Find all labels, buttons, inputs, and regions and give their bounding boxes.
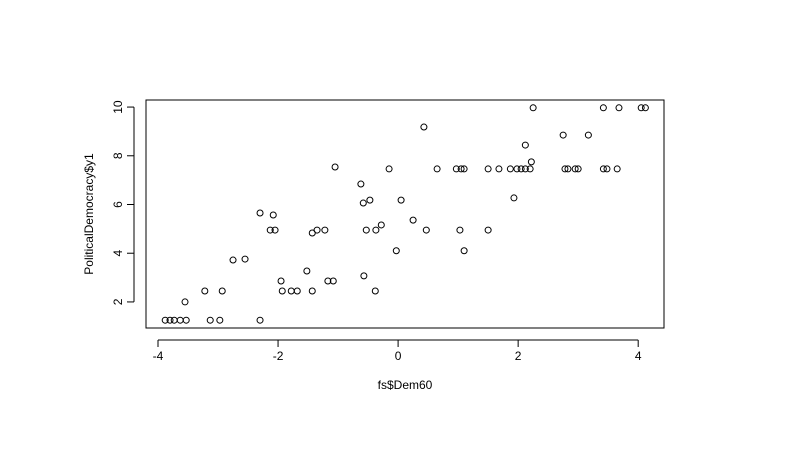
x-axis-label: fs$Dem60 xyxy=(378,378,433,392)
point xyxy=(460,247,468,255)
point xyxy=(526,165,534,173)
point xyxy=(331,163,339,171)
point xyxy=(571,165,579,173)
point xyxy=(359,199,367,207)
y-axis-label: PoliticalDemocracy$y1 xyxy=(82,153,96,275)
x-tick-label: 0 xyxy=(395,349,402,363)
point xyxy=(176,316,184,324)
point xyxy=(527,158,535,166)
point xyxy=(521,165,529,173)
point xyxy=(269,211,277,219)
x-tick-label: 2 xyxy=(515,349,522,363)
point xyxy=(329,277,337,285)
point xyxy=(166,316,174,324)
point xyxy=(513,165,521,173)
point xyxy=(460,165,468,173)
point xyxy=(510,194,518,202)
y-tick-label: 4 xyxy=(111,250,125,257)
point xyxy=(397,196,405,204)
point xyxy=(561,165,569,173)
point xyxy=(484,165,492,173)
point xyxy=(278,287,286,295)
point xyxy=(559,131,567,139)
y-tick-label: 2 xyxy=(111,298,125,305)
point xyxy=(287,287,295,295)
point xyxy=(256,209,264,217)
point xyxy=(529,104,537,112)
point xyxy=(452,165,460,173)
point xyxy=(422,226,430,234)
point xyxy=(517,165,525,173)
point xyxy=(206,316,214,324)
point xyxy=(321,226,329,234)
point xyxy=(433,165,441,173)
point xyxy=(599,104,607,112)
point xyxy=(308,287,316,295)
plot-box xyxy=(145,99,665,329)
point xyxy=(457,165,465,173)
point xyxy=(641,104,649,112)
x-tick-label: -4 xyxy=(153,349,164,363)
y-tick-label: 6 xyxy=(111,201,125,208)
point xyxy=(377,221,385,229)
point xyxy=(584,131,592,139)
point xyxy=(201,287,209,295)
point xyxy=(372,226,380,234)
point xyxy=(603,165,611,173)
point xyxy=(385,165,393,173)
point xyxy=(181,298,189,306)
point xyxy=(420,123,428,131)
point xyxy=(357,180,365,188)
point xyxy=(637,104,645,112)
point xyxy=(360,272,368,280)
y-tick-label: 10 xyxy=(111,100,125,114)
point xyxy=(271,226,279,234)
point xyxy=(241,255,249,263)
y-tick-label: 8 xyxy=(111,152,125,159)
point xyxy=(182,316,190,324)
point xyxy=(303,267,311,275)
point xyxy=(506,165,514,173)
point xyxy=(313,226,321,234)
point xyxy=(521,141,529,149)
point xyxy=(170,316,178,324)
point xyxy=(362,226,370,234)
point xyxy=(613,165,621,173)
point xyxy=(324,277,332,285)
point xyxy=(293,287,301,295)
point xyxy=(615,104,623,112)
point xyxy=(409,216,417,224)
point xyxy=(371,287,379,295)
point xyxy=(564,165,572,173)
x-tick-label: 4 xyxy=(635,349,642,363)
point xyxy=(161,316,169,324)
point xyxy=(484,226,492,234)
point xyxy=(574,165,582,173)
point xyxy=(599,165,607,173)
point xyxy=(366,196,374,204)
point xyxy=(392,247,400,255)
point xyxy=(495,165,503,173)
point xyxy=(218,287,226,295)
point xyxy=(456,226,464,234)
point xyxy=(229,256,237,264)
point xyxy=(216,316,224,324)
x-tick-label: -2 xyxy=(273,349,284,363)
point xyxy=(266,226,274,234)
point xyxy=(277,277,285,285)
point xyxy=(256,316,264,324)
